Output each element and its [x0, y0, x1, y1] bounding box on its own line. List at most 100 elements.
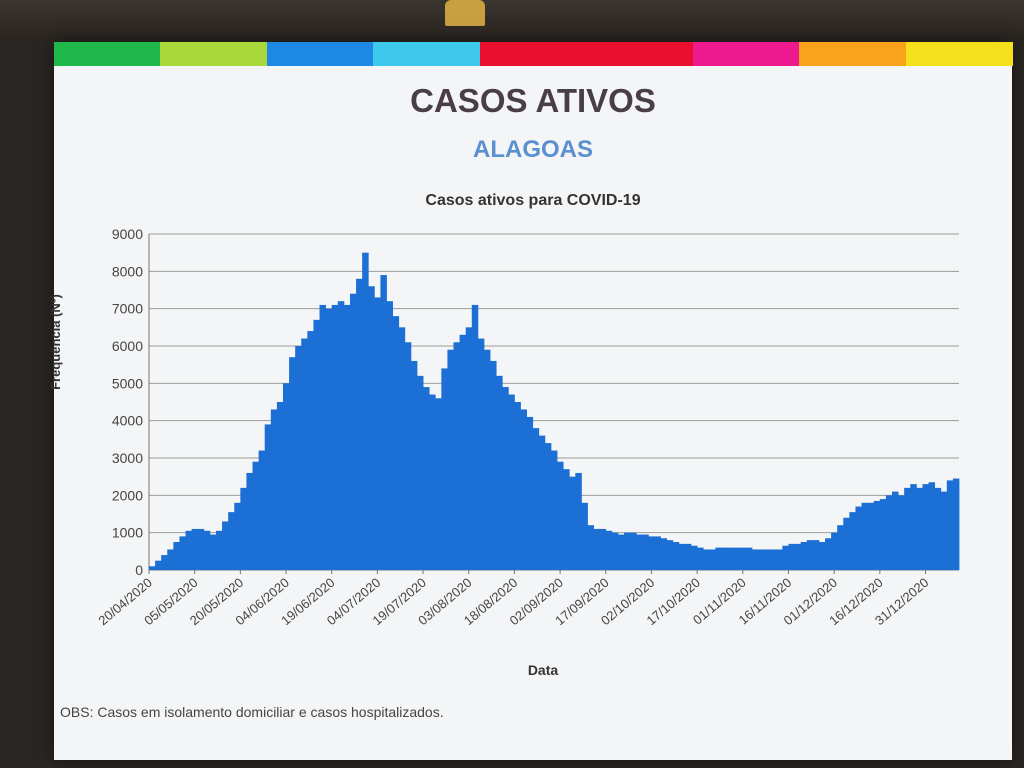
- data-bar: [453, 342, 461, 570]
- stripe-segment: [692, 42, 801, 66]
- data-bar: [313, 319, 320, 570]
- data-bar: [648, 536, 655, 570]
- data-bar: [563, 469, 570, 570]
- data-bar: [812, 540, 820, 570]
- data-bar: [818, 542, 826, 570]
- data-bar: [215, 530, 223, 570]
- data-bar: [155, 560, 162, 570]
- data-bar: [599, 528, 607, 570]
- data-bar: [721, 547, 728, 570]
- data-bar: [301, 338, 308, 570]
- stripe-segment: [799, 42, 907, 66]
- data-bar: [307, 331, 314, 570]
- data-bar: [776, 549, 783, 570]
- data-bar: [806, 540, 814, 570]
- data-bar: [161, 555, 168, 570]
- data-bar: [441, 368, 448, 570]
- data-bar: [362, 252, 369, 570]
- data-bar: [745, 547, 753, 570]
- data-bar: [234, 502, 241, 570]
- data-bar: [252, 461, 260, 570]
- data-bar: [849, 512, 856, 570]
- data-bar: [179, 536, 186, 570]
- data-bar: [149, 566, 156, 570]
- data-bar: [520, 409, 527, 570]
- data-bar: [276, 402, 284, 570]
- data-bar: [514, 402, 521, 570]
- data-bar: [575, 472, 582, 570]
- data-bar: [368, 286, 375, 570]
- data-bar: [319, 304, 327, 570]
- data-bar: [380, 275, 387, 570]
- stripe-segment: [905, 42, 1013, 66]
- stripe-segment: [160, 42, 268, 66]
- data-bar: [264, 424, 272, 570]
- data-bar: [843, 517, 850, 570]
- slide-subtitle: ALAGOAS: [473, 136, 593, 163]
- stripe-segment: [266, 42, 375, 66]
- data-bar: [526, 416, 534, 570]
- data-bar: [691, 545, 698, 570]
- data-bar: [502, 387, 509, 570]
- data-bar: [173, 542, 180, 570]
- data-bar: [910, 484, 917, 570]
- data-bar: [624, 532, 631, 570]
- data-bar: [727, 547, 735, 570]
- presentation-slide: CASOS ATIVOS ALAGOAS Casos ativos para C…: [48, 42, 1013, 760]
- data-bar: [581, 502, 588, 570]
- data-bar: [356, 278, 363, 570]
- data-bar: [587, 525, 594, 570]
- data-bar: [715, 547, 722, 570]
- data-bar: [416, 375, 424, 570]
- data-bar: [703, 549, 710, 570]
- data-bar: [934, 487, 942, 570]
- projector-mount: [445, 0, 485, 26]
- data-bar: [490, 360, 497, 570]
- data-bar: [855, 506, 862, 570]
- data-bar: [904, 487, 911, 570]
- x-axis-label: Data: [527, 662, 559, 678]
- data-bar: [398, 327, 406, 570]
- data-bar: [167, 549, 174, 570]
- data-bar: [538, 435, 546, 570]
- data-bar: [892, 491, 899, 570]
- data-bar: [873, 500, 881, 570]
- data-bar: [739, 547, 747, 570]
- data-bar: [447, 349, 454, 570]
- data-bar: [209, 534, 217, 570]
- data-bar: [459, 334, 467, 570]
- y-tick-label: 1000: [112, 525, 143, 541]
- data-bar: [410, 360, 418, 570]
- data-bar: [325, 308, 333, 570]
- data-bar: [203, 530, 211, 570]
- data-bar: [697, 547, 704, 570]
- stripe-segment: [479, 42, 588, 66]
- data-bar: [569, 476, 576, 570]
- data-bar: [794, 543, 802, 570]
- data-bar: [758, 549, 765, 570]
- data-bar: [532, 428, 540, 570]
- data-bar: [544, 443, 552, 570]
- data-bar: [825, 538, 832, 570]
- y-tick-label: 5000: [112, 375, 143, 391]
- y-tick-label: 6000: [112, 338, 143, 354]
- stripe-segment: [373, 42, 481, 66]
- bar-chart: 010002000300040005000600070008000900020/…: [95, 226, 960, 628]
- data-bar: [593, 528, 601, 570]
- data-bar: [295, 346, 302, 570]
- y-tick-label: 3000: [112, 450, 143, 466]
- data-bar: [654, 536, 661, 570]
- data-bar: [508, 394, 515, 570]
- data-bar: [289, 357, 296, 570]
- data-bar: [386, 301, 394, 570]
- slide-title: CASOS ATIVOS: [410, 82, 656, 119]
- y-tick-label: 4000: [112, 413, 143, 429]
- data-bar: [660, 538, 668, 570]
- data-bar: [831, 532, 838, 570]
- data-bar: [946, 480, 954, 570]
- data-bar: [222, 521, 229, 570]
- data-bar: [374, 297, 381, 570]
- data-bar: [471, 304, 479, 570]
- data-bar: [435, 398, 442, 570]
- data-bar: [258, 450, 266, 570]
